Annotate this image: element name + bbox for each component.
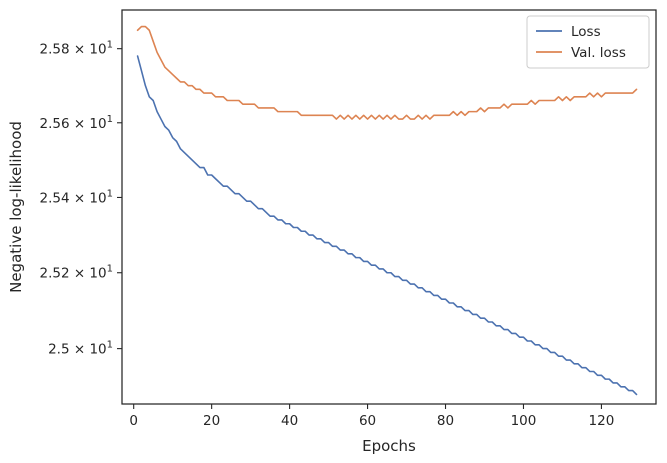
y-tick-label: 2.54 × 101	[39, 188, 113, 206]
plot-frame	[121, 9, 657, 405]
x-tick-label: 20	[203, 413, 220, 429]
y-tick-label: 2.5 × 101	[48, 340, 113, 358]
legend-box	[526, 15, 650, 69]
x-tick-label: 120	[589, 413, 615, 429]
y-tick-label: 2.52 × 101	[39, 264, 113, 282]
x-axis-ticks: 0 20 40 60 80 100 120	[129, 404, 614, 429]
y-tick-label: 2.56 × 101	[39, 114, 113, 132]
y-axis-ticks: 2.5 × 101 2.52 × 101 2.54 × 101 2.56 × 101 2…	[39, 40, 122, 358]
series-line-loss	[136, 55, 638, 396]
x-tick-label: 100	[511, 413, 537, 429]
legend-label-val-loss: Val. loss	[571, 45, 626, 61]
plot-area	[136, 25, 638, 396]
x-tick-label: 40	[281, 413, 298, 429]
series-line-val-loss	[136, 25, 638, 120]
x-tick-label: 0	[129, 413, 138, 429]
y-tick-label: 2.58 × 101	[39, 40, 113, 58]
legend: Loss Val. loss	[526, 15, 650, 69]
legend-label-loss: Loss	[571, 24, 601, 40]
x-tick-label: 60	[359, 413, 376, 429]
x-axis-label: Epochs	[362, 437, 416, 455]
x-tick-label: 80	[437, 413, 454, 429]
y-axis-label: Negative log-likelihood	[7, 121, 25, 293]
